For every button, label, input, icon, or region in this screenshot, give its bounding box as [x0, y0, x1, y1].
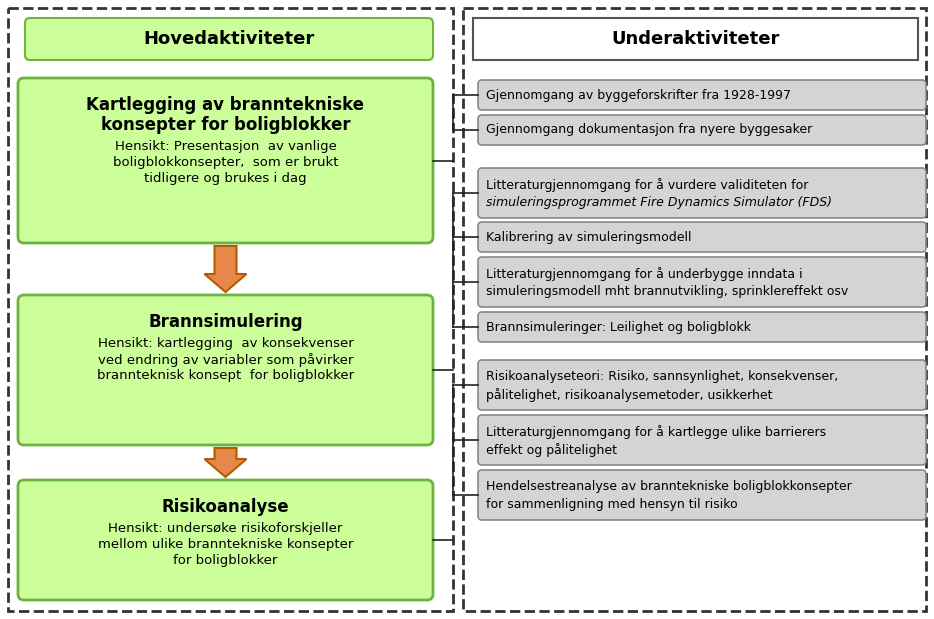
Text: Brannsimulering: Brannsimulering — [149, 313, 303, 331]
FancyBboxPatch shape — [478, 312, 926, 342]
Bar — [8, 8, 453, 611]
Text: Gjennomgang dokumentasjon fra nyere byggesaker: Gjennomgang dokumentasjon fra nyere bygg… — [486, 124, 813, 137]
FancyBboxPatch shape — [478, 257, 926, 307]
Text: mellom ulike branntekniske konsepter: mellom ulike branntekniske konsepter — [98, 538, 353, 551]
Text: for boligblokker: for boligblokker — [174, 554, 277, 567]
Text: Litteraturgjennomgang for å vurdere validiteten for: Litteraturgjennomgang for å vurdere vali… — [486, 178, 808, 192]
Text: Risikoanalyse: Risikoanalyse — [162, 498, 290, 516]
FancyBboxPatch shape — [18, 480, 433, 600]
Text: Litteraturgjennomgang for å kartlegge ulike barrierers: Litteraturgjennomgang for å kartlegge ul… — [486, 425, 827, 439]
Text: Gjennomgang av byggeforskrifter fra 1928-1997: Gjennomgang av byggeforskrifter fra 1928… — [486, 89, 791, 102]
FancyBboxPatch shape — [478, 115, 926, 145]
Text: ved endring av variabler som påvirker: ved endring av variabler som påvirker — [98, 353, 353, 367]
Text: simuleringsmodell mht brannutvikling, sprinklereffekt osv: simuleringsmodell mht brannutvikling, sp… — [486, 285, 848, 298]
Text: Kartlegging av branntekniske: Kartlegging av branntekniske — [87, 96, 364, 114]
Text: Litteraturgjennomgang for å underbygge inndata i: Litteraturgjennomgang for å underbygge i… — [486, 267, 802, 281]
Text: pålitelighet, risikoanalysemetoder, usikkerhet: pålitelighet, risikoanalysemetoder, usik… — [486, 388, 772, 402]
FancyBboxPatch shape — [478, 222, 926, 252]
FancyBboxPatch shape — [478, 168, 926, 218]
Text: Risikoanalyseteori: Risiko, sannsynlighet, konsekvenser,: Risikoanalyseteori: Risiko, sannsynlighe… — [486, 370, 838, 383]
Text: Brannsimuleringer: Leilighet og boligblokk: Brannsimuleringer: Leilighet og boligblo… — [486, 321, 751, 334]
Text: Hendelsestreanalyse av branntekniske boligblokkonsepter: Hendelsestreanalyse av branntekniske bol… — [486, 480, 852, 493]
Text: simuleringsprogrammet Fire Dynamics Simulator (FDS): simuleringsprogrammet Fire Dynamics Simu… — [486, 196, 832, 209]
Text: Hensikt: undersøke risikoforskjeller: Hensikt: undersøke risikoforskjeller — [108, 522, 343, 535]
Text: tidligere og brukes i dag: tidligere og brukes i dag — [144, 172, 306, 185]
Bar — [463, 8, 926, 611]
Text: Hensikt: Presentasjon  av vanlige: Hensikt: Presentasjon av vanlige — [115, 140, 336, 153]
Text: Hovedaktiviteter: Hovedaktiviteter — [144, 30, 315, 48]
Text: Hensikt: kartlegging  av konsekvenser: Hensikt: kartlegging av konsekvenser — [98, 337, 353, 350]
Text: for sammenligning med hensyn til risiko: for sammenligning med hensyn til risiko — [486, 498, 738, 511]
FancyBboxPatch shape — [478, 360, 926, 410]
FancyBboxPatch shape — [18, 295, 433, 445]
Text: Kalibrering av simuleringsmodell: Kalibrering av simuleringsmodell — [486, 230, 691, 243]
FancyBboxPatch shape — [478, 470, 926, 520]
Text: effekt og pålitelighet: effekt og pålitelighet — [486, 443, 617, 457]
Polygon shape — [205, 246, 247, 292]
FancyBboxPatch shape — [25, 18, 433, 60]
Text: konsepter for boligblokker: konsepter for boligblokker — [101, 116, 350, 134]
Polygon shape — [205, 448, 247, 477]
FancyBboxPatch shape — [18, 78, 433, 243]
FancyBboxPatch shape — [478, 80, 926, 110]
Text: Underaktiviteter: Underaktiviteter — [612, 30, 780, 48]
FancyBboxPatch shape — [478, 415, 926, 465]
Text: brannteknisk konsept  for boligblokker: brannteknisk konsept for boligblokker — [97, 369, 354, 382]
Bar — [473, 18, 918, 60]
Text: boligblokkonsepter,  som er brukt: boligblokkonsepter, som er brukt — [113, 156, 338, 169]
